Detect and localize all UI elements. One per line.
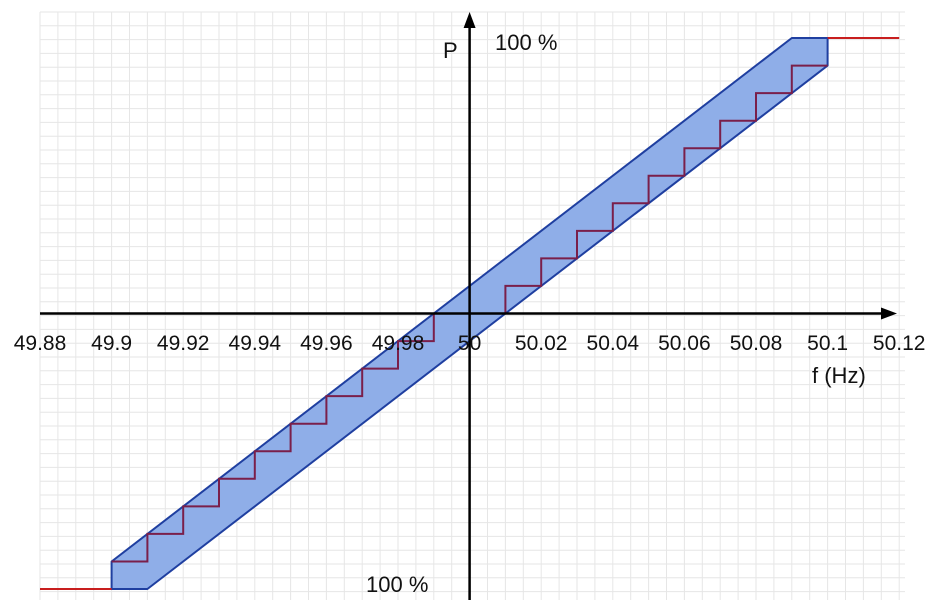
x-axis-arrow <box>881 307 897 320</box>
x-tick-label: 49.92 <box>157 332 210 355</box>
y-axis-label: P <box>443 38 458 63</box>
bottom-percent-label: 100 % <box>366 572 428 597</box>
x-tick-label: 49.9 <box>91 332 132 355</box>
x-tick-label: 50.04 <box>587 332 640 355</box>
x-tick-label: 50 <box>458 332 481 355</box>
y-axis-arrow <box>463 12 476 28</box>
x-tick-label: 50.06 <box>658 332 711 355</box>
x-tick-label: 49.96 <box>300 332 353 355</box>
top-percent-label: 100 % <box>495 30 557 55</box>
x-tick-label: 50.1 <box>807 332 848 355</box>
x-tick-label: 50.08 <box>730 332 783 355</box>
x-tick-label: 49.94 <box>229 332 282 355</box>
x-axis-label: f (Hz) <box>812 363 866 388</box>
grid <box>39 11 905 600</box>
x-tick-label: 50.12 <box>873 332 926 355</box>
x-tick-label: 49.98 <box>372 332 425 355</box>
axes <box>40 12 897 600</box>
x-tick-label: 49.88 <box>14 332 67 355</box>
x-tick-label: 50.02 <box>515 332 568 355</box>
x-tick-labels: 49.88 49.9 49.92 49.94 49.96 49.98 50 50.02 50.0… <box>14 332 926 355</box>
